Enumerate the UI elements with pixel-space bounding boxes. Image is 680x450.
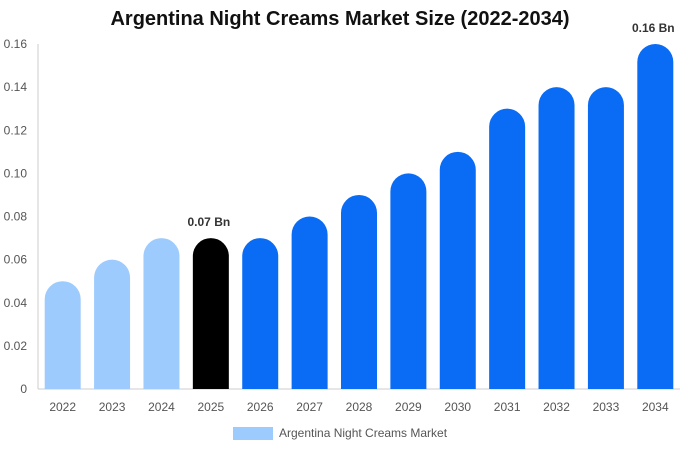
x-tick-label: 2032 [543,400,570,414]
x-tick-label: 2028 [346,400,373,414]
x-tick-label: 2023 [99,400,126,414]
x-tick-label: 2022 [49,400,76,414]
x-tick-label: 2026 [247,400,274,414]
bar [143,238,180,389]
x-tick-label: 2027 [296,400,323,414]
bar [637,44,674,389]
bar [341,194,377,389]
bars [44,44,674,389]
bar [587,87,624,389]
y-tick-label: 0.08 [4,210,28,224]
bar [390,173,427,389]
bar [439,151,476,389]
y-tick-label: 0 [20,382,27,396]
bar [489,108,526,389]
bar [192,238,229,389]
bar [291,216,328,389]
legend-swatch [233,426,273,440]
y-tick-label: 0.04 [4,296,28,310]
x-tick-label: 2031 [494,400,521,414]
x-tick-label: 2025 [197,400,224,414]
bar [44,281,81,389]
legend-label: Argentina Night Creams Market [279,426,448,440]
x-tick-label: 2024 [148,400,175,414]
y-tick-label: 0.02 [4,339,28,353]
data-label: 0.16 Bn [632,21,675,35]
legend: Argentina Night Creams Market [233,426,447,440]
y-tick-label: 0.10 [4,166,28,180]
x-axis: 2022 2023 2024 2025 2026 2027 2028 2029 2030 2031… [38,388,680,414]
y-tick-label: 0.16 [4,37,28,51]
bar [94,259,131,389]
x-tick-label: 2033 [593,400,620,414]
x-tick-label: 2029 [395,400,422,414]
y-tick-label: 0.12 [4,123,28,137]
data-label: 0.07 Bn [188,215,231,229]
bar [538,87,575,389]
x-tick-label: 2030 [444,400,471,414]
y-tick-label: 0.14 [4,80,28,94]
y-axis: 0 0.02 0.04 0.06 0.08 0.10 0.12 0.14 0.16 [4,37,39,396]
x-tick-label: 2034 [642,400,669,414]
chart-title: Argentina Night Creams Market Size (2022… [110,8,570,30]
bar [242,238,279,389]
data-labels: 0.07 Bn 0.16 Bn [188,21,675,229]
y-tick-label: 0.06 [4,253,28,267]
